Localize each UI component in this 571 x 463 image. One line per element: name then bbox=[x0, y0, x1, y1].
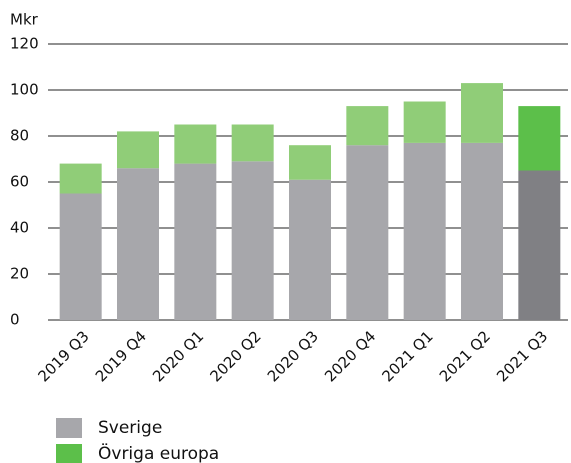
y-tick-label: 120 bbox=[10, 35, 39, 53]
y-tick-label: 80 bbox=[10, 127, 29, 145]
bar-segment bbox=[117, 131, 159, 169]
y-tick-label: 20 bbox=[10, 265, 29, 283]
bar-segment bbox=[461, 142, 503, 320]
x-tick-label: 2021 Q1 bbox=[378, 327, 436, 385]
bar-segment bbox=[174, 124, 217, 164]
bar-segment bbox=[518, 106, 561, 171]
x-tick-label: 2019 Q4 bbox=[92, 327, 150, 385]
y-tick-label: 40 bbox=[10, 219, 29, 237]
bar-segment bbox=[346, 106, 389, 146]
bar-segment bbox=[403, 101, 446, 143]
bar-segment bbox=[59, 193, 102, 320]
legend-swatch bbox=[56, 418, 82, 438]
x-tick-label: 2021 Q3 bbox=[493, 327, 551, 385]
x-tick-label: 2019 Q3 bbox=[34, 327, 92, 385]
x-tick-label: 2021 Q2 bbox=[436, 327, 494, 385]
bar-segment bbox=[346, 145, 389, 320]
y-tick-label: 0 bbox=[10, 311, 20, 329]
bar-segment bbox=[289, 179, 331, 320]
x-tick-label: 2020 Q2 bbox=[206, 327, 264, 385]
bar-segment bbox=[117, 168, 159, 320]
x-tick-label: 2020 Q1 bbox=[149, 327, 207, 385]
legend-swatch bbox=[56, 444, 82, 463]
bar-segment bbox=[289, 145, 331, 180]
y-tick-label: 60 bbox=[10, 173, 29, 191]
bar-segment bbox=[231, 124, 274, 162]
bar-segment bbox=[518, 170, 561, 320]
bar-segment bbox=[174, 163, 217, 320]
bar-segment bbox=[403, 142, 446, 320]
x-tick-label: 2020 Q3 bbox=[264, 327, 322, 385]
y-axis-label: Mkr bbox=[10, 11, 39, 29]
bar-segment bbox=[231, 161, 274, 320]
bar-segment bbox=[461, 83, 503, 143]
legend-label: Övriga europa bbox=[98, 442, 219, 463]
bar-segment bbox=[59, 163, 102, 194]
y-tick-label: 100 bbox=[10, 81, 39, 99]
legend-label: Sverige bbox=[98, 418, 162, 438]
x-tick-label: 2020 Q4 bbox=[321, 327, 379, 385]
